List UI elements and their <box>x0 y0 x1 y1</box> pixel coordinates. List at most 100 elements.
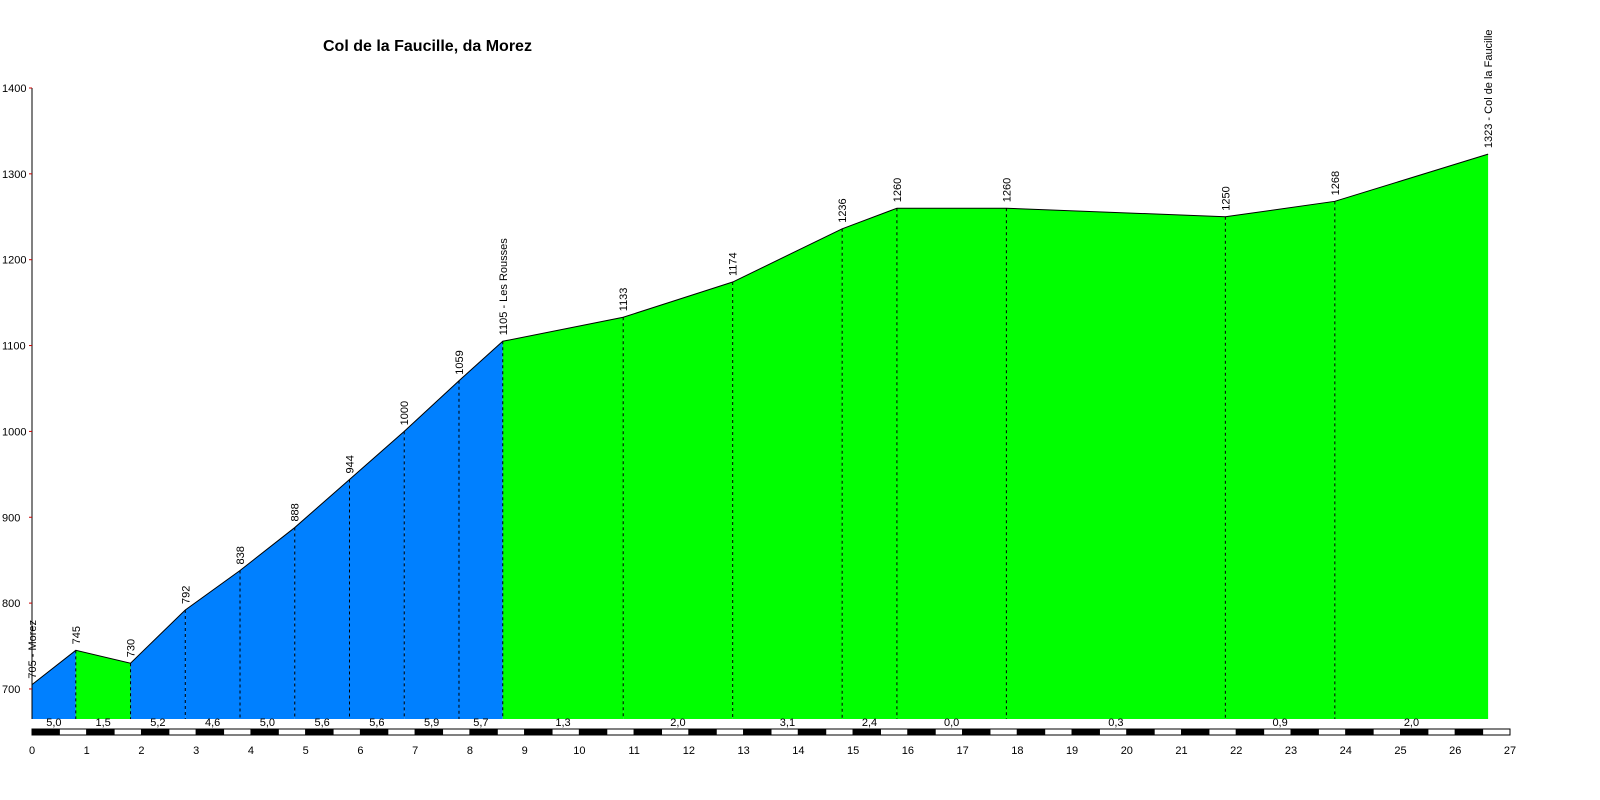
km-bar-cell <box>606 728 635 736</box>
profile-segment <box>32 650 76 719</box>
profile-fill-layer <box>32 154 1489 720</box>
profile-segment <box>185 570 241 719</box>
km-bar-cell <box>1208 728 1237 736</box>
x-tick-label: 23 <box>1285 745 1297 757</box>
profile-segment <box>502 317 624 719</box>
grade-label: 0,0 <box>944 717 959 729</box>
km-bar-cell <box>1263 728 1292 736</box>
grade-label: 5,9 <box>424 717 439 729</box>
profile-segment <box>1334 154 1489 720</box>
km-bar-cell <box>140 728 170 736</box>
elevation-label: 888 <box>290 503 302 521</box>
x-tick-label: 19 <box>1066 745 1078 757</box>
elevation-label: 1250 <box>1220 186 1232 210</box>
km-bar-cell <box>223 728 252 736</box>
grade-label: 5,6 <box>369 717 384 729</box>
elevation-label: 705 - Morez <box>27 620 39 679</box>
grade-label: 0,3 <box>1108 717 1123 729</box>
km-bar-cell <box>688 728 717 736</box>
elevation-label: 1260 <box>892 178 904 202</box>
km-bar-cell <box>551 728 580 736</box>
profile-segment <box>294 479 350 719</box>
elevation-label: 1236 <box>837 198 849 222</box>
y-tick-label: 700 <box>2 684 20 696</box>
grade-label: 5,0 <box>46 717 61 729</box>
km-bar-cell <box>1071 728 1100 736</box>
km-bar-cell <box>852 728 881 736</box>
grade-label: 2,0 <box>670 717 685 729</box>
km-bar-cell <box>715 728 745 736</box>
km-bar-cell <box>442 728 471 736</box>
grade-label: 1,5 <box>96 717 111 729</box>
y-axis: 700 800 900 1000 1100 1200 1300 1400 <box>2 83 33 719</box>
y-tick-label: 1400 <box>2 83 26 95</box>
x-tick-label: 20 <box>1121 745 1133 757</box>
elevation-label: 838 <box>235 546 247 564</box>
km-bar-cell <box>1345 728 1374 736</box>
km-bar-cell <box>469 728 498 736</box>
profile-outline-layer <box>31 153 1489 686</box>
x-axis: 0 1 2 3 4 5 6 7 8 9 10 11 12 13 14 15 16 17 18 19 20 21 22 23 24… <box>29 745 1516 757</box>
km-bar-cell <box>195 728 225 736</box>
km-bar-cell <box>305 728 334 736</box>
grade-label: 2,0 <box>1404 717 1419 729</box>
km-bar-cell <box>387 728 416 736</box>
grade-labels: 5,0 1,5 5,2 4,6 5,0 5,6 5,6 5,9 5,7 1,3 2,0 3,1 2,4 0… <box>46 717 1419 729</box>
km-bar-cell <box>496 728 526 736</box>
elevation-label: 1133 <box>618 288 630 312</box>
km-bar-cell <box>1126 728 1155 736</box>
elevation-label: 1260 <box>1001 178 1013 202</box>
grade-label: 1,3 <box>555 717 570 729</box>
chart-title: Col de la Faucille, da Morez <box>323 38 532 55</box>
x-tick-label: 21 <box>1175 745 1187 757</box>
y-tick-label: 900 <box>2 512 20 524</box>
x-tick-label: 26 <box>1449 745 1461 757</box>
km-bar-cell <box>332 728 361 736</box>
x-tick-label: 18 <box>1011 745 1023 757</box>
y-tick-label: 1200 <box>2 255 26 267</box>
km-bar-cell <box>1153 728 1183 736</box>
km-bar-cell <box>1235 728 1265 736</box>
x-tick-label: 7 <box>412 745 418 757</box>
x-tick-label: 4 <box>248 745 254 757</box>
km-bar-cell <box>359 728 389 736</box>
elevation-label: 944 <box>344 455 356 473</box>
km-bar-cell <box>934 728 964 736</box>
profile-segment <box>1006 208 1226 719</box>
km-bar <box>31 728 1511 736</box>
km-bar-cell <box>1290 728 1319 736</box>
profile-segment <box>623 282 733 719</box>
km-bar-cell <box>86 728 115 736</box>
km-bar-cell <box>1482 728 1511 736</box>
elevation-label: 792 <box>180 586 192 604</box>
profile-segment <box>1225 201 1335 719</box>
checkpoint-lines-layer <box>75 201 1336 719</box>
elevation-label: 1059 <box>454 350 466 374</box>
x-tick-label: 8 <box>467 745 473 757</box>
km-bar-cell <box>1317 728 1347 736</box>
profile-segment <box>842 208 897 719</box>
x-tick-label: 0 <box>29 745 35 757</box>
grade-label: 2,4 <box>862 717 877 729</box>
x-tick-label: 25 <box>1394 745 1406 757</box>
grade-label: 5,7 <box>473 717 488 729</box>
profile-segment <box>896 208 1007 719</box>
x-tick-label: 2 <box>138 745 144 757</box>
x-tick-label: 11 <box>628 745 639 757</box>
km-bar-cell <box>1427 728 1456 736</box>
x-tick-label: 14 <box>792 745 804 757</box>
km-bar-cell <box>524 728 553 736</box>
elevation-label: 1268 <box>1330 171 1342 195</box>
grade-label: 5,6 <box>314 717 329 729</box>
x-tick-label: 12 <box>683 745 695 757</box>
km-bar-cell <box>825 728 854 736</box>
profile-segment <box>130 609 186 719</box>
x-tick-label: 3 <box>193 745 199 757</box>
x-tick-label: 10 <box>573 745 585 757</box>
profile-segment <box>732 228 843 719</box>
x-tick-label: 1 <box>84 745 90 757</box>
km-bar-cell <box>1400 728 1429 736</box>
km-bar-cell <box>1044 728 1073 736</box>
grade-label: 5,0 <box>260 717 275 729</box>
